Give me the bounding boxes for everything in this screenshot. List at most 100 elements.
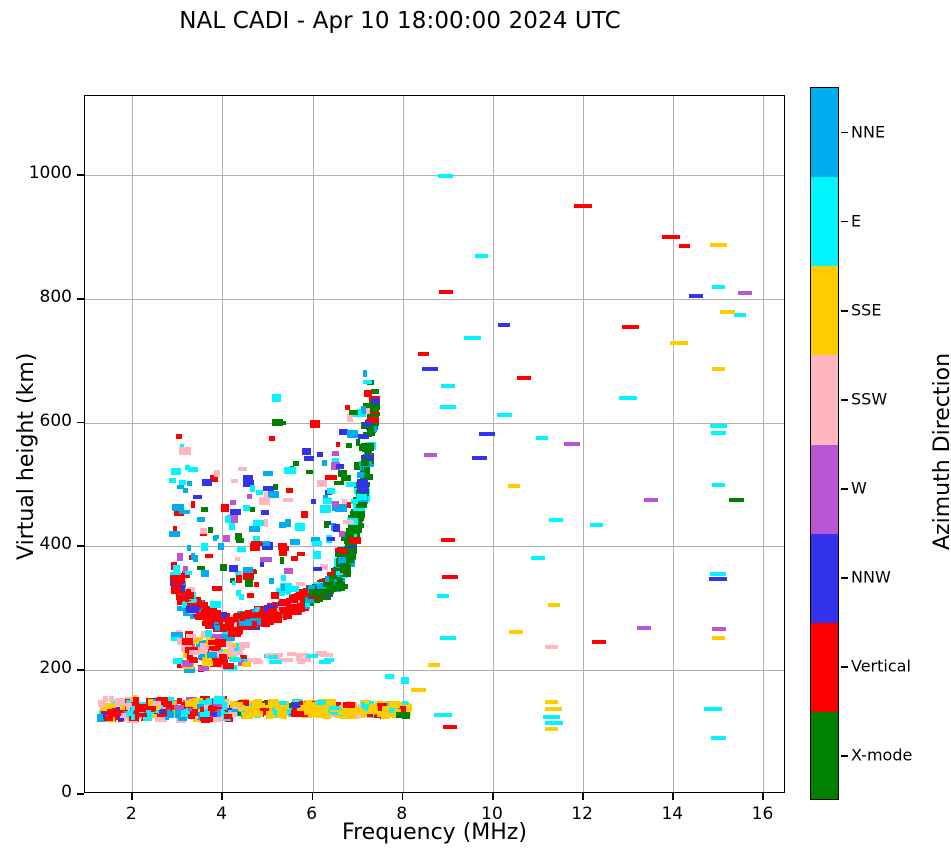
echo-mark bbox=[263, 492, 271, 500]
echo-mark bbox=[186, 633, 197, 640]
echo-mark bbox=[275, 613, 283, 622]
echo-mark bbox=[125, 696, 136, 703]
echo-mark bbox=[341, 532, 354, 541]
echo-mark bbox=[352, 527, 363, 533]
y-axis-tick-label: 400 bbox=[39, 534, 72, 555]
y-axis-tick bbox=[77, 421, 84, 424]
echo-mark bbox=[235, 532, 242, 540]
colorbar-label-x-mode: X-mode bbox=[851, 745, 913, 765]
echo-mark bbox=[619, 395, 637, 400]
echo-mark bbox=[281, 705, 288, 710]
echo-mark bbox=[278, 542, 287, 550]
colorbar[interactable] bbox=[810, 87, 839, 800]
echo-mark bbox=[423, 452, 437, 457]
echo-mark bbox=[102, 695, 108, 703]
y-axis-tick bbox=[77, 174, 84, 176]
echo-mark bbox=[191, 709, 198, 716]
echo-mark bbox=[211, 644, 220, 652]
echo-mark bbox=[238, 659, 245, 667]
y-axis-title: Virtual height (km) bbox=[14, 352, 39, 560]
echo-mark bbox=[248, 615, 258, 620]
echo-mark bbox=[637, 626, 651, 631]
gridline-vertical bbox=[222, 96, 224, 792]
echo-mark bbox=[296, 552, 306, 557]
colorbar-segment-nne[interactable] bbox=[811, 88, 838, 178]
echo-mark bbox=[207, 706, 217, 712]
echo-mark bbox=[285, 657, 293, 662]
echo-mark bbox=[304, 456, 315, 462]
echo-mark bbox=[434, 712, 453, 717]
echo-mark bbox=[197, 613, 204, 620]
echo-mark bbox=[109, 696, 114, 702]
echo-mark bbox=[230, 478, 238, 483]
echo-mark bbox=[145, 704, 157, 712]
echo-mark bbox=[280, 607, 293, 614]
echo-mark bbox=[169, 575, 183, 581]
echo-mark bbox=[205, 697, 217, 706]
colorbar-segment-ssw[interactable] bbox=[811, 355, 838, 446]
echo-mark bbox=[212, 701, 223, 708]
echo-mark bbox=[531, 556, 545, 561]
echo-mark bbox=[338, 548, 347, 555]
echo-mark bbox=[204, 630, 212, 638]
colorbar-segment-nnw[interactable] bbox=[811, 533, 838, 624]
echo-mark bbox=[356, 408, 366, 417]
echo-mark bbox=[222, 633, 236, 642]
echo-mark bbox=[305, 597, 314, 603]
echo-mark bbox=[710, 572, 727, 577]
echo-mark bbox=[119, 712, 128, 718]
echo-mark bbox=[363, 421, 373, 427]
echo-mark bbox=[214, 625, 220, 631]
figure-title: NAL CADI - Apr 10 18:00:00 2024 UTC bbox=[179, 8, 621, 34]
colorbar-label-nnw: NNW bbox=[851, 567, 891, 587]
echo-mark bbox=[280, 575, 287, 582]
echo-mark bbox=[171, 467, 182, 475]
echo-mark bbox=[269, 660, 282, 665]
echo-mark bbox=[355, 708, 363, 715]
echo-mark bbox=[132, 697, 140, 704]
echo-mark bbox=[236, 546, 247, 553]
colorbar-segment-e[interactable] bbox=[811, 177, 838, 267]
echo-mark bbox=[356, 501, 367, 509]
echo-mark bbox=[347, 429, 358, 438]
echo-mark bbox=[133, 710, 141, 716]
echo-mark bbox=[323, 497, 332, 505]
echo-mark bbox=[242, 505, 250, 511]
echo-mark bbox=[738, 290, 752, 295]
echo-mark bbox=[191, 554, 198, 560]
echo-mark bbox=[226, 515, 238, 523]
echo-mark bbox=[131, 714, 136, 720]
echo-mark bbox=[367, 710, 374, 717]
colorbar-label-ssw: SSW bbox=[851, 389, 888, 409]
echo-mark bbox=[363, 389, 372, 398]
echo-mark bbox=[293, 460, 299, 466]
echo-mark bbox=[281, 589, 292, 594]
colorbar-segment-sse[interactable] bbox=[811, 266, 838, 356]
echo-mark bbox=[171, 710, 179, 717]
echo-mark bbox=[316, 480, 328, 488]
echo-mark bbox=[343, 557, 355, 563]
echo-mark bbox=[346, 482, 356, 488]
colorbar-segment-x-mode[interactable] bbox=[811, 711, 838, 799]
echo-mark bbox=[186, 545, 192, 552]
echo-mark bbox=[213, 535, 220, 540]
echo-mark bbox=[364, 466, 370, 473]
echo-mark bbox=[187, 466, 198, 473]
echo-mark bbox=[137, 712, 148, 717]
echo-mark bbox=[287, 586, 300, 593]
x-axis-tick bbox=[221, 793, 224, 800]
y-axis-tick bbox=[77, 669, 84, 671]
colorbar-segment-w[interactable] bbox=[811, 444, 838, 535]
echo-mark bbox=[222, 701, 227, 710]
echo-mark bbox=[176, 553, 183, 561]
echo-mark bbox=[272, 652, 284, 657]
echo-mark bbox=[170, 632, 183, 640]
echo-mark bbox=[268, 655, 278, 660]
colorbar-label-sse: SSE bbox=[851, 300, 882, 320]
echo-mark bbox=[276, 700, 288, 706]
colorbar-tick bbox=[841, 488, 848, 490]
colorbar-segment-vertical[interactable] bbox=[811, 622, 838, 713]
echo-mark bbox=[239, 700, 248, 706]
echo-mark bbox=[231, 702, 243, 708]
echo-mark bbox=[270, 592, 280, 600]
